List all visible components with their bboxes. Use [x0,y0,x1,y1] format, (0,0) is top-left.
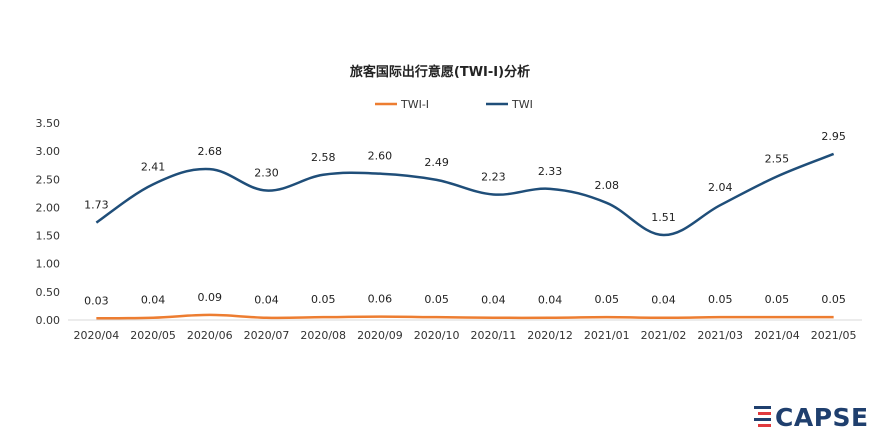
data-label-twi-i: 0.04 [538,294,563,307]
data-label-twi: 2.58 [311,151,336,164]
data-label-twi-i: 0.04 [481,294,506,307]
x-tick-label: 2020/06 [187,329,233,342]
y-tick-label: 1.50 [36,230,61,243]
x-tick-label: 2020/12 [527,329,573,342]
capse-logo-icon [754,406,771,427]
capse-logo: CAPSE [754,403,869,429]
data-label-twi: 2.41 [141,160,166,173]
series-lines [95,152,835,320]
legend-label-twi-i: TWI-I [400,98,429,111]
x-tick-label: 2020/11 [471,329,517,342]
data-label-twi-i: 0.05 [765,293,790,306]
y-tick-label: 3.00 [36,145,61,158]
x-tick-label: 2020/04 [74,329,120,342]
series-line-twi-i [96,313,834,320]
data-label-twi: 2.68 [198,145,223,158]
data-label-twi: 1.73 [84,199,109,212]
x-tick-label: 2020/10 [414,329,460,342]
legend: TWI-I TWI [375,98,533,111]
legend-label-twi: TWI [511,98,533,111]
data-label-twi-i: 0.05 [424,293,449,306]
x-tick-label: 2021/05 [811,329,857,342]
x-tick-label: 2020/05 [130,329,176,342]
data-label-twi-i: 0.05 [311,293,336,306]
data-label-twi-i: 0.05 [595,293,620,306]
data-label-twi-i: 0.04 [254,294,279,307]
x-tick-label: 2021/03 [697,329,743,342]
chart-title: 旅客国际出行意愿(TWI-I)分析 [350,64,530,80]
data-label-twi: 2.33 [538,165,563,178]
data-label-twi-i: 0.05 [821,293,846,306]
y-tick-label: 1.00 [36,258,61,271]
data-labels: 0.03 0.04 0.09 0.04 0.05 0.06 0.05 0.04 0.04 0.05… [84,130,846,307]
x-axis: 2020/04 2020/05 2020/06 2020/07 2020/08 2020/… [74,329,857,342]
x-tick-label: 2020/09 [357,329,403,342]
y-tick-label: 2.50 [36,173,61,186]
y-tick-label: 2.00 [36,201,61,214]
data-label-twi-i: 0.06 [368,293,393,306]
data-label-twi: 2.60 [368,150,393,163]
y-tick-label: 0.50 [36,286,61,299]
series-line-twi [95,152,835,237]
data-label-twi: 2.55 [765,152,790,165]
data-label-twi: 2.23 [481,170,506,183]
data-label-twi-i: 0.05 [708,293,733,306]
data-label-twi: 2.49 [424,156,449,169]
x-tick-label: 2020/07 [244,329,290,342]
data-label-twi-i: 0.04 [651,294,676,307]
data-label-twi-i: 0.04 [141,294,166,307]
data-label-twi: 2.04 [708,181,733,194]
data-label-twi-i: 0.03 [84,294,109,307]
y-tick-label: 0.00 [36,314,61,327]
y-axis: 0.00 0.50 1.00 1.50 2.00 2.50 3.00 3.50 [36,117,61,327]
x-tick-label: 2021/04 [754,329,800,342]
data-label-twi-i: 0.09 [198,291,223,304]
x-tick-label: 2021/01 [584,329,630,342]
x-tick-label: 2020/08 [300,329,346,342]
data-label-twi: 2.30 [254,167,279,180]
y-tick-label: 3.50 [36,117,61,130]
capse-logo-text: CAPSE [775,403,869,429]
data-label-twi: 2.08 [595,179,620,192]
data-label-twi: 1.51 [651,211,676,224]
x-tick-label: 2021/02 [641,329,687,342]
data-label-twi: 2.95 [821,130,846,143]
